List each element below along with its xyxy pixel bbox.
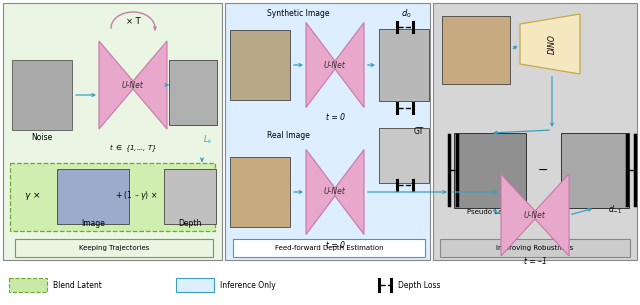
Text: Depth Loss: Depth Loss [398, 281, 440, 289]
Text: Real Image: Real Image [267, 131, 310, 139]
Polygon shape [520, 14, 580, 74]
FancyBboxPatch shape [164, 168, 216, 224]
Text: U-Net: U-Net [324, 60, 346, 70]
FancyBboxPatch shape [442, 16, 510, 84]
FancyBboxPatch shape [225, 3, 430, 260]
Polygon shape [335, 23, 364, 107]
FancyBboxPatch shape [454, 132, 526, 207]
Polygon shape [133, 41, 167, 129]
Text: × T: × T [125, 17, 140, 27]
FancyBboxPatch shape [379, 127, 429, 182]
Text: Keeping Trajectories: Keeping Trajectories [79, 245, 149, 251]
Polygon shape [335, 149, 364, 235]
Text: $L_k$: $L_k$ [204, 134, 212, 146]
FancyBboxPatch shape [15, 239, 213, 257]
Text: −: − [538, 163, 548, 177]
FancyBboxPatch shape [233, 239, 425, 257]
Text: U-Net: U-Net [524, 210, 546, 220]
Text: Pseudo Label: Pseudo Label [467, 209, 513, 215]
Text: $d_{-1}$: $d_{-1}$ [608, 204, 622, 216]
Text: U-Net: U-Net [122, 81, 144, 89]
Text: t = –1: t = –1 [524, 257, 547, 267]
Text: Depth: Depth [179, 220, 202, 228]
FancyBboxPatch shape [176, 278, 214, 292]
Polygon shape [99, 41, 133, 129]
Text: U-Net: U-Net [324, 188, 346, 196]
FancyBboxPatch shape [440, 239, 630, 257]
Text: DINO: DINO [547, 34, 557, 54]
Text: $d_0$: $d_0$ [401, 8, 412, 20]
Text: Feed-forward Depth Estimation: Feed-forward Depth Estimation [275, 245, 383, 251]
Text: t = 0: t = 0 [326, 241, 344, 249]
Polygon shape [535, 174, 569, 256]
Text: Synthetic Image: Synthetic Image [267, 9, 330, 19]
Text: Noise: Noise [31, 134, 52, 142]
Text: Image: Image [81, 220, 105, 228]
Text: t = 0: t = 0 [326, 113, 344, 123]
Text: Inference Only: Inference Only [220, 281, 276, 289]
FancyBboxPatch shape [10, 163, 215, 231]
FancyBboxPatch shape [57, 168, 129, 224]
FancyBboxPatch shape [3, 3, 222, 260]
Text: Blend Latent: Blend Latent [53, 281, 102, 289]
FancyBboxPatch shape [169, 59, 217, 124]
FancyBboxPatch shape [230, 30, 290, 100]
Polygon shape [501, 174, 535, 256]
FancyBboxPatch shape [12, 60, 72, 130]
Text: Improving Robustness: Improving Robustness [497, 245, 573, 251]
FancyBboxPatch shape [561, 132, 629, 207]
Text: + (1 – $\gamma$) ×: + (1 – $\gamma$) × [115, 189, 157, 203]
FancyBboxPatch shape [230, 157, 290, 227]
Text: $\gamma$ ×: $\gamma$ × [24, 190, 40, 202]
Text: GT: GT [414, 127, 424, 137]
FancyBboxPatch shape [379, 29, 429, 101]
Polygon shape [306, 23, 335, 107]
Text: t $\in$ {1,..., $T$}: t $\in$ {1,..., $T$} [109, 142, 157, 154]
FancyBboxPatch shape [9, 278, 47, 292]
Polygon shape [306, 149, 335, 235]
FancyBboxPatch shape [433, 3, 637, 260]
